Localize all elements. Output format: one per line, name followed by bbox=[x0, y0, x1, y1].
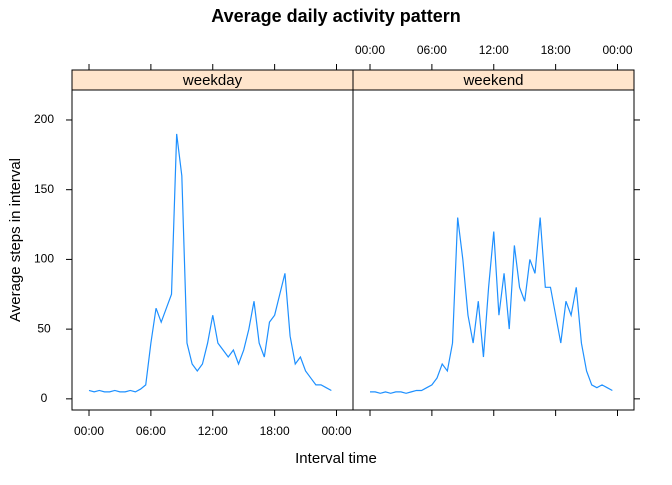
y-tick-label: 150 bbox=[34, 182, 54, 196]
panel bbox=[352, 89, 635, 411]
x-tick-label: 12:00 bbox=[479, 43, 509, 57]
x-tick-label: 00:00 bbox=[602, 43, 632, 57]
x-tick-label: 12:00 bbox=[198, 424, 228, 438]
y-tick-label: 100 bbox=[34, 252, 54, 266]
line bbox=[370, 217, 613, 394]
x-tick-label: 00:00 bbox=[355, 43, 385, 57]
y-tick-label: 50 bbox=[37, 321, 51, 335]
panel bbox=[71, 89, 354, 411]
chart-title: Average daily activity pattern bbox=[211, 6, 460, 26]
y-axis-label: Average steps in interval bbox=[7, 158, 24, 322]
x-tick-label: 18:00 bbox=[541, 43, 571, 57]
y-tick-label: 0 bbox=[41, 391, 48, 405]
y-tick-label: 200 bbox=[34, 112, 54, 126]
strip-label: weekday bbox=[182, 72, 243, 89]
x-tick-label: 06:00 bbox=[136, 424, 166, 438]
x-tick-label: 18:00 bbox=[260, 424, 290, 438]
x-tick-label: 00:00 bbox=[321, 424, 351, 438]
x-tick-label: 00:00 bbox=[74, 424, 104, 438]
strip-label: weekend bbox=[462, 72, 523, 89]
x-axis-label: Interval time bbox=[295, 450, 377, 467]
x-tick-label: 06:00 bbox=[417, 43, 447, 57]
line bbox=[88, 133, 332, 393]
